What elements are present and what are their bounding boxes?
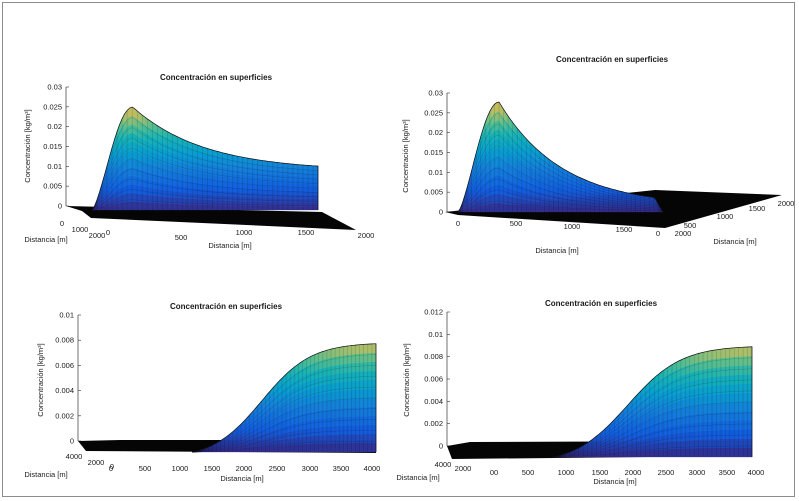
surface-plot xyxy=(191,343,377,453)
surface-outline xyxy=(552,346,753,458)
z-tick-label: 0.02 xyxy=(428,128,443,137)
y-tick-label: 2000 xyxy=(778,199,795,208)
z-tick-label: 0.002 xyxy=(424,419,443,428)
chart-title: Concentración en superficies xyxy=(545,299,658,308)
z-axis-label: Concentración [kg/m³] xyxy=(23,109,32,182)
z-tick-label: 0.002 xyxy=(55,411,74,420)
surface-outline xyxy=(457,101,664,213)
z-tick-label: 0.008 xyxy=(424,352,443,361)
x-tick-label: 3000 xyxy=(689,468,706,477)
y-tick-label: 2000 xyxy=(455,464,472,473)
z-axis-label: Concentración [kg/m³] xyxy=(401,119,410,192)
x-axis-label: Distancia [m] xyxy=(220,474,263,483)
y-axis-label: Distancia [m] xyxy=(713,237,756,246)
x-tick-label: 500 xyxy=(175,233,188,242)
z-tick-label: 0.015 xyxy=(424,148,443,157)
x-tick-label: 1500 xyxy=(298,228,315,237)
x-tick-label: 500 xyxy=(139,464,152,473)
z-tick-label: 0.008 xyxy=(55,336,74,345)
z-tick-label: 0.005 xyxy=(424,188,443,197)
z-tick-label: 0.005 xyxy=(43,182,62,191)
z-tick-label: 0.01 xyxy=(59,311,74,320)
y-tick-label: 2000 xyxy=(88,458,105,467)
y-tick-label: 1000 xyxy=(72,225,89,234)
chart-title: Concentración en superficies xyxy=(556,55,669,64)
x-tick-label: 2000 xyxy=(675,229,692,238)
surface-plot xyxy=(91,106,319,211)
z-tick-label: 0.012 xyxy=(424,308,443,317)
chart-panel-2 xyxy=(445,92,782,228)
x-tick-label: 1500 xyxy=(204,464,221,473)
y-tick-label: 0 xyxy=(656,229,660,238)
x-tick-label: 1000 xyxy=(564,222,581,231)
y-axis-label: Distancia [m] xyxy=(24,470,67,479)
x-tick-label: 1500 xyxy=(616,225,633,234)
z-tick-label: 0.02 xyxy=(47,122,62,131)
z-tick-label: 0 xyxy=(70,437,74,446)
z-axis-label: Concentración [kg/m³] xyxy=(402,343,411,416)
y-tick-label: 500 xyxy=(684,221,697,230)
z-tick-label: 0.004 xyxy=(424,397,443,406)
z-tick-label: 0.006 xyxy=(424,375,443,384)
z-tick-label: 0.025 xyxy=(424,108,443,117)
chart-title: Concentración en superficies xyxy=(160,73,273,82)
y-axis-label: Distancia [m] xyxy=(24,235,67,244)
surface-outline xyxy=(91,106,319,211)
surface-plot xyxy=(551,346,753,458)
y-tick-label: 0 xyxy=(110,462,114,471)
y-tick-label: 1000 xyxy=(717,212,734,221)
y-tick-label: 0 xyxy=(60,219,64,228)
y-axis-label: Distancia [m] xyxy=(396,473,439,482)
x-tick-label: 2000 xyxy=(358,231,375,240)
x-tick-label: 1000 xyxy=(236,228,253,237)
y-tick-label: 2000 xyxy=(89,231,106,240)
x-tick-label: 4000 xyxy=(364,464,381,473)
z-tick-label: 0.004 xyxy=(55,386,74,395)
x-tick-label: 3500 xyxy=(719,468,736,477)
y-tick-label: 1500 xyxy=(749,204,766,213)
x-tick-label: 0 xyxy=(456,219,460,228)
z-tick-label: 0 xyxy=(58,202,62,211)
z-tick-label: 0.006 xyxy=(55,361,74,370)
x-tick-label: 2500 xyxy=(658,468,675,477)
x-tick-label: 3500 xyxy=(333,464,350,473)
x-tick-label: 500 xyxy=(510,219,523,228)
chart-panel-3 xyxy=(77,314,377,453)
base-plane xyxy=(66,206,356,230)
z-axis-label: Concentración [kg/m³] xyxy=(36,343,45,416)
z-tick-label: 0.01 xyxy=(428,168,443,177)
x-tick-label: 2500 xyxy=(269,464,286,473)
y-tick-label: 4000 xyxy=(435,460,452,469)
x-tick-label: 1000 xyxy=(172,464,189,473)
z-tick-label: 0.01 xyxy=(47,162,62,171)
x-tick-label: 0 xyxy=(109,464,113,473)
x-tick-label: 2000 xyxy=(236,464,253,473)
y-tick-label: 4000 xyxy=(66,452,83,461)
x-tick-label: 4000 xyxy=(748,468,765,477)
chart-panel-1 xyxy=(65,86,356,230)
x-axis-label: Distancia [m] xyxy=(535,246,578,255)
x-tick-label: 500 xyxy=(522,468,535,477)
z-tick-label: 0.03 xyxy=(47,83,62,92)
z-tick-label: 0.025 xyxy=(43,102,62,111)
surface-plot xyxy=(457,101,664,213)
x-tick-label: 2000 xyxy=(625,468,642,477)
chart-title: Concentración en superficies xyxy=(170,302,283,311)
z-tick-label: 0.015 xyxy=(43,142,62,151)
chart-panel-4 xyxy=(446,311,753,459)
z-tick-label: 0 xyxy=(439,208,443,217)
x-tick-label: 0 xyxy=(106,228,110,237)
x-axis-label: Distancia [m] xyxy=(593,477,636,486)
x-axis-label: Distancia [m] xyxy=(208,241,251,250)
z-tick-label: 0.01 xyxy=(428,330,443,339)
x-tick-label: 3000 xyxy=(302,464,319,473)
x-tick-label: 1000 xyxy=(558,468,575,477)
surface-outline xyxy=(192,343,377,453)
x-tick-label: 00 xyxy=(490,468,498,477)
z-tick-label: 0 xyxy=(439,442,443,451)
z-tick-label: 0.03 xyxy=(428,89,443,98)
x-tick-label: 1500 xyxy=(592,468,609,477)
